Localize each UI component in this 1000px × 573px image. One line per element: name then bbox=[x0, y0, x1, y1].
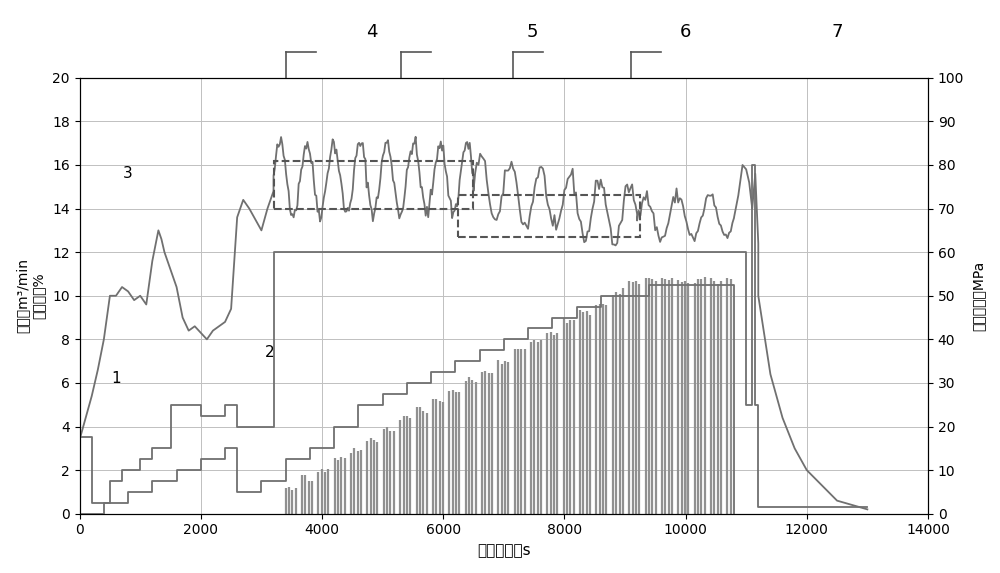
Bar bbox=[274, 160, 473, 209]
Text: 6: 6 bbox=[679, 22, 691, 41]
Bar bbox=[458, 195, 640, 237]
Text: 5: 5 bbox=[526, 22, 538, 41]
Y-axis label: 井口压力，MPa: 井口压力，MPa bbox=[971, 261, 985, 331]
Text: 2: 2 bbox=[265, 345, 275, 360]
Text: 1: 1 bbox=[112, 371, 121, 386]
Text: 3: 3 bbox=[123, 166, 133, 181]
Text: 7: 7 bbox=[831, 22, 843, 41]
Text: 4: 4 bbox=[366, 22, 378, 41]
Y-axis label: 排量，m³/min
沙液比，%: 排量，m³/min 沙液比，% bbox=[15, 258, 45, 333]
X-axis label: 泵注时间，s: 泵注时间，s bbox=[477, 543, 531, 558]
